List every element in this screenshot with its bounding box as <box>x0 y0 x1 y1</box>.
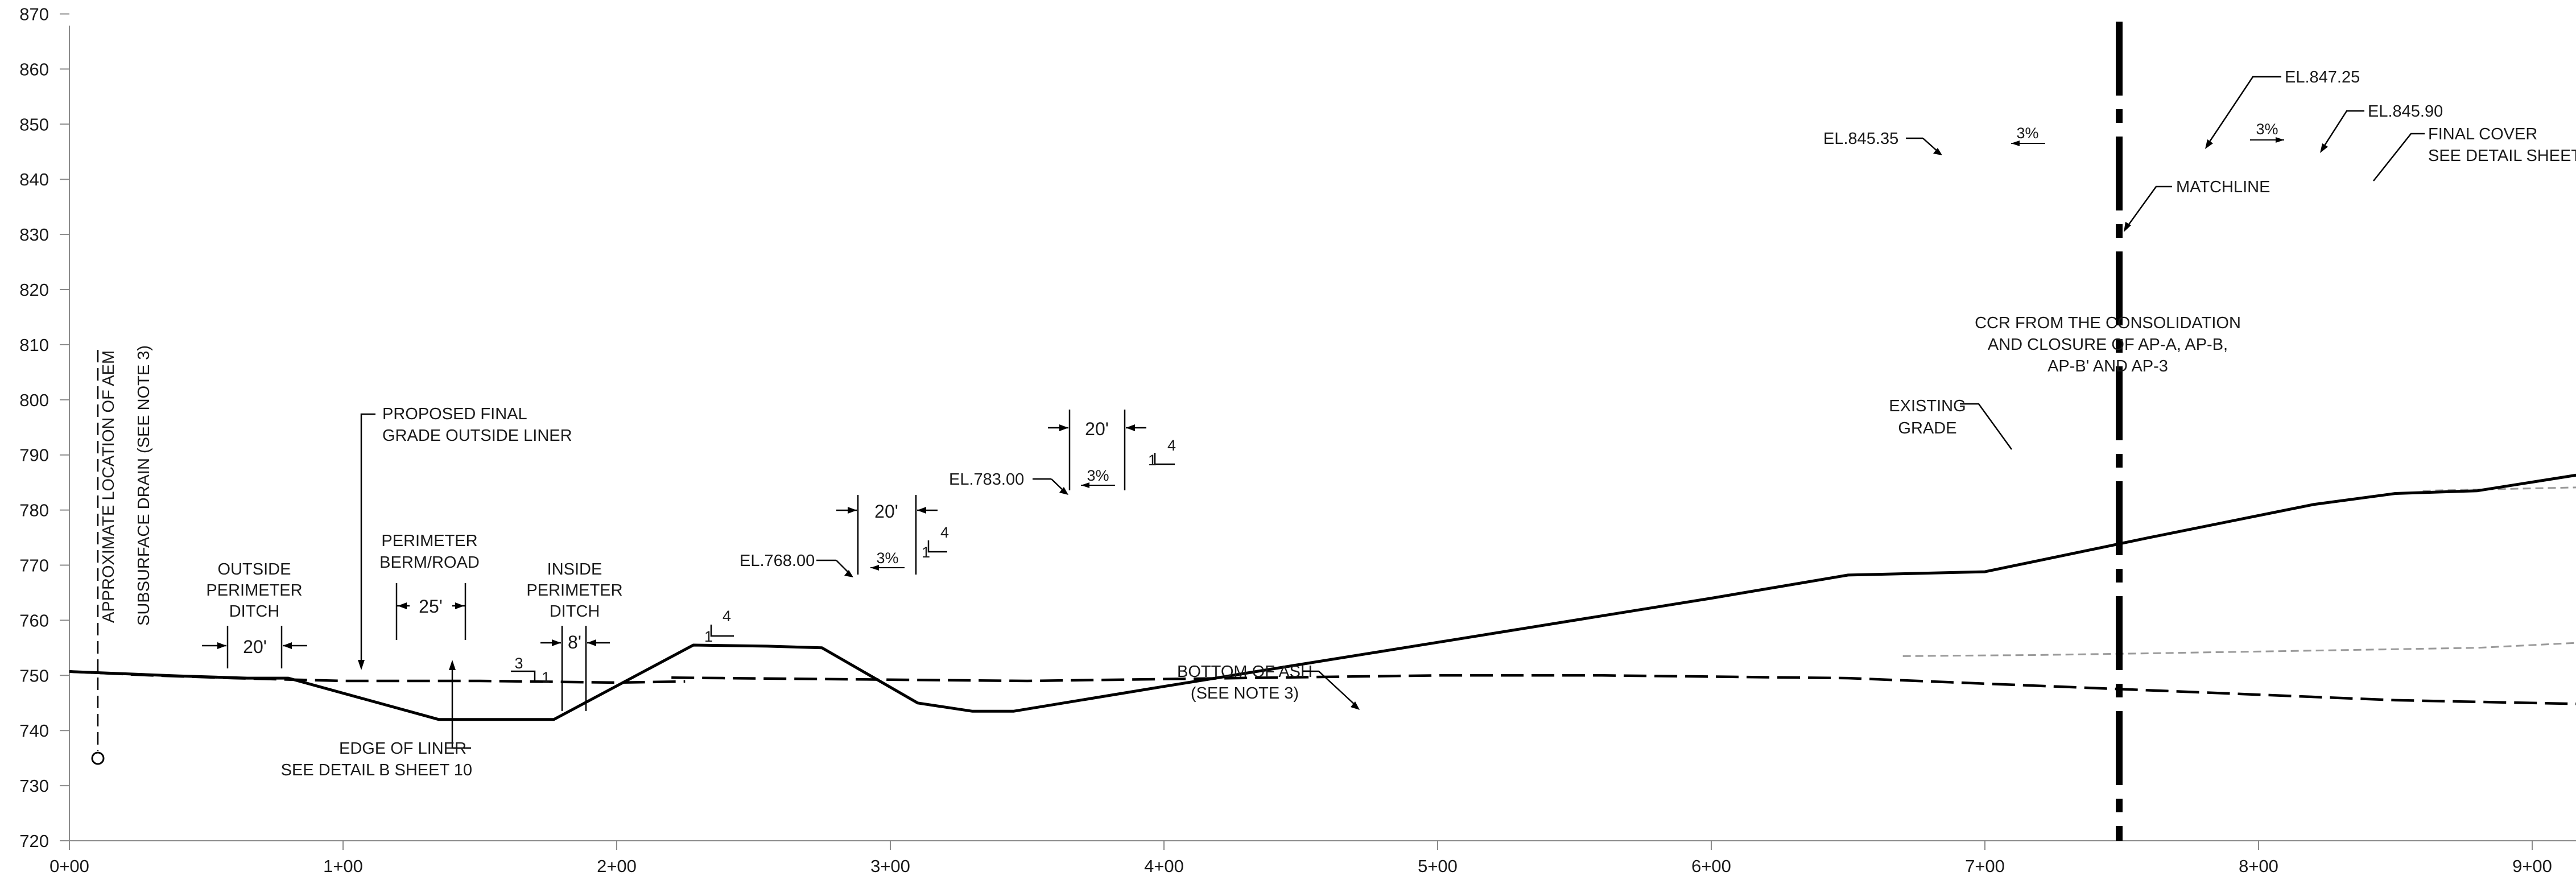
x-tick-label: 9+00 <box>2512 856 2552 876</box>
x-tick-label: 5+00 <box>1418 856 1458 876</box>
berm-label-2: BERM/ROAD <box>379 553 480 572</box>
y-tick-label: 720 <box>19 831 49 851</box>
el-768-label: EL.768.00 <box>740 552 815 570</box>
bench-768-grade: 3% <box>876 550 898 567</box>
bench-768-dim: 20' <box>874 501 898 522</box>
slope-1-label-d: 1 <box>1148 452 1157 469</box>
edge-liner-label-2: SEE DETAIL B SHEET 10 <box>281 761 472 779</box>
slope-3-label: 3 <box>514 655 523 672</box>
y-tick-label: 870 <box>19 5 49 24</box>
y-tick-label: 730 <box>19 776 49 796</box>
aem-label-2: SUBSURFACE DRAIN (SEE NOTE 3) <box>135 345 153 626</box>
berm-dim: 25' <box>419 596 443 617</box>
el-783-label: EL.783.00 <box>949 470 1024 489</box>
y-tick-label: 820 <box>19 280 49 300</box>
x-tick-label: 1+00 <box>323 856 363 876</box>
y-axis-ticks: 870 860 850 840 830 820 810 800 790 780 770 760 750 7… <box>19 5 69 851</box>
final-cover-label-1: FINAL COVER <box>2428 125 2537 143</box>
bottom-ash-label-2: (SEE NOTE 3) <box>1191 684 1299 703</box>
el-845-35-label: EL.845.35 <box>1823 130 1898 148</box>
y-tick-label: 830 <box>19 225 49 245</box>
bench-783-grade: 3% <box>1087 467 1109 484</box>
x-tick-label: 2+00 <box>597 856 637 876</box>
slope-1-label-c: 1 <box>922 544 930 561</box>
x-tick-label: 6+00 <box>1691 856 1731 876</box>
y-tick-label: 770 <box>19 556 49 576</box>
inside-ditch-dim: 8' <box>568 632 581 652</box>
y-tick-label: 760 <box>19 610 49 630</box>
inside-ditch-label-2: PERIMETER <box>526 581 622 600</box>
x-tick-label: 4+00 <box>1144 856 1184 876</box>
y-tick-label: 800 <box>19 390 49 410</box>
top-grade-right: 3% <box>2256 121 2278 138</box>
slope-1-label-a: 1 <box>542 669 550 686</box>
bottom-of-ash-line <box>671 674 2576 705</box>
aem-marker-icon <box>91 751 105 765</box>
final-cover-line <box>69 473 2576 721</box>
outside-ditch-label-1: OUTSIDE <box>218 560 291 579</box>
outside-ditch-label-2: PERIMETER <box>206 581 302 600</box>
y-tick-label: 790 <box>19 445 49 465</box>
el-845-90-label: EL.845.90 <box>2368 102 2443 121</box>
x-axis-ticks: 0+00 1+00 2+00 3+00 4+00 5+00 6+00 7+00 8+00 9+00 <box>49 841 2552 876</box>
inside-ditch-label-1: INSIDE <box>547 560 602 579</box>
bottom-of-ash-left-line <box>69 670 686 684</box>
existing-grade-label-2: GRADE <box>1898 419 1956 437</box>
existing-grade-lower-line <box>1902 642 2576 657</box>
x-tick-label: 8+00 <box>2239 856 2278 876</box>
matchline-label: MATCHLINE <box>2176 178 2270 196</box>
existing-grade-label-1: EXISTING <box>1889 397 1966 415</box>
ccr-label-2: AND CLOSURE OF AP-A, AP-B, <box>1988 336 2228 354</box>
y-tick-label: 840 <box>19 170 49 189</box>
y-tick-label: 860 <box>19 59 49 79</box>
bench-783-dim: 20' <box>1085 419 1109 439</box>
edge-liner-label-1: EDGE OF LINER <box>339 740 467 758</box>
slope-1-label-b: 1 <box>704 628 713 645</box>
y-tick-label: 810 <box>19 335 49 355</box>
x-tick-label: 7+00 <box>1965 856 2005 876</box>
ccr-label-3: AP-B' AND AP-3 <box>2047 357 2168 375</box>
el-847-label: EL.847.25 <box>2285 68 2360 86</box>
bottom-ash-label-1: BOTTOM OF ASH <box>1177 663 1312 681</box>
final-cover-label-2: SEE DETAIL SHEET <box>2428 147 2576 165</box>
proposed-grade-label-2: GRADE OUTSIDE LINER <box>382 427 572 445</box>
ccr-label-1: CCR FROM THE CONSOLIDATION <box>1975 314 2241 332</box>
x-tick-label: 3+00 <box>870 856 910 876</box>
inside-ditch-label-3: DITCH <box>550 602 600 621</box>
slope-4-label-b: 4 <box>723 608 731 625</box>
slope-4-label-c: 4 <box>940 524 949 541</box>
x-tick-label: 0+00 <box>49 856 89 876</box>
outside-ditch-label-3: DITCH <box>229 602 280 621</box>
berm-label-1: PERIMETER <box>381 532 477 550</box>
outside-ditch-dim: 20' <box>243 637 267 657</box>
y-tick-label: 750 <box>19 666 49 685</box>
aem-label-1: APPROXIMATE LOCATION OF AEM <box>100 350 118 623</box>
y-tick-label: 850 <box>19 114 49 134</box>
slope-4-label-d: 4 <box>1167 437 1176 454</box>
top-grade-left: 3% <box>2016 125 2038 142</box>
y-tick-label: 780 <box>19 501 49 521</box>
proposed-grade-label-1: PROPOSED FINAL <box>382 405 527 423</box>
existing-grade-upper-line <box>2422 486 2576 492</box>
y-tick-label: 740 <box>19 721 49 741</box>
